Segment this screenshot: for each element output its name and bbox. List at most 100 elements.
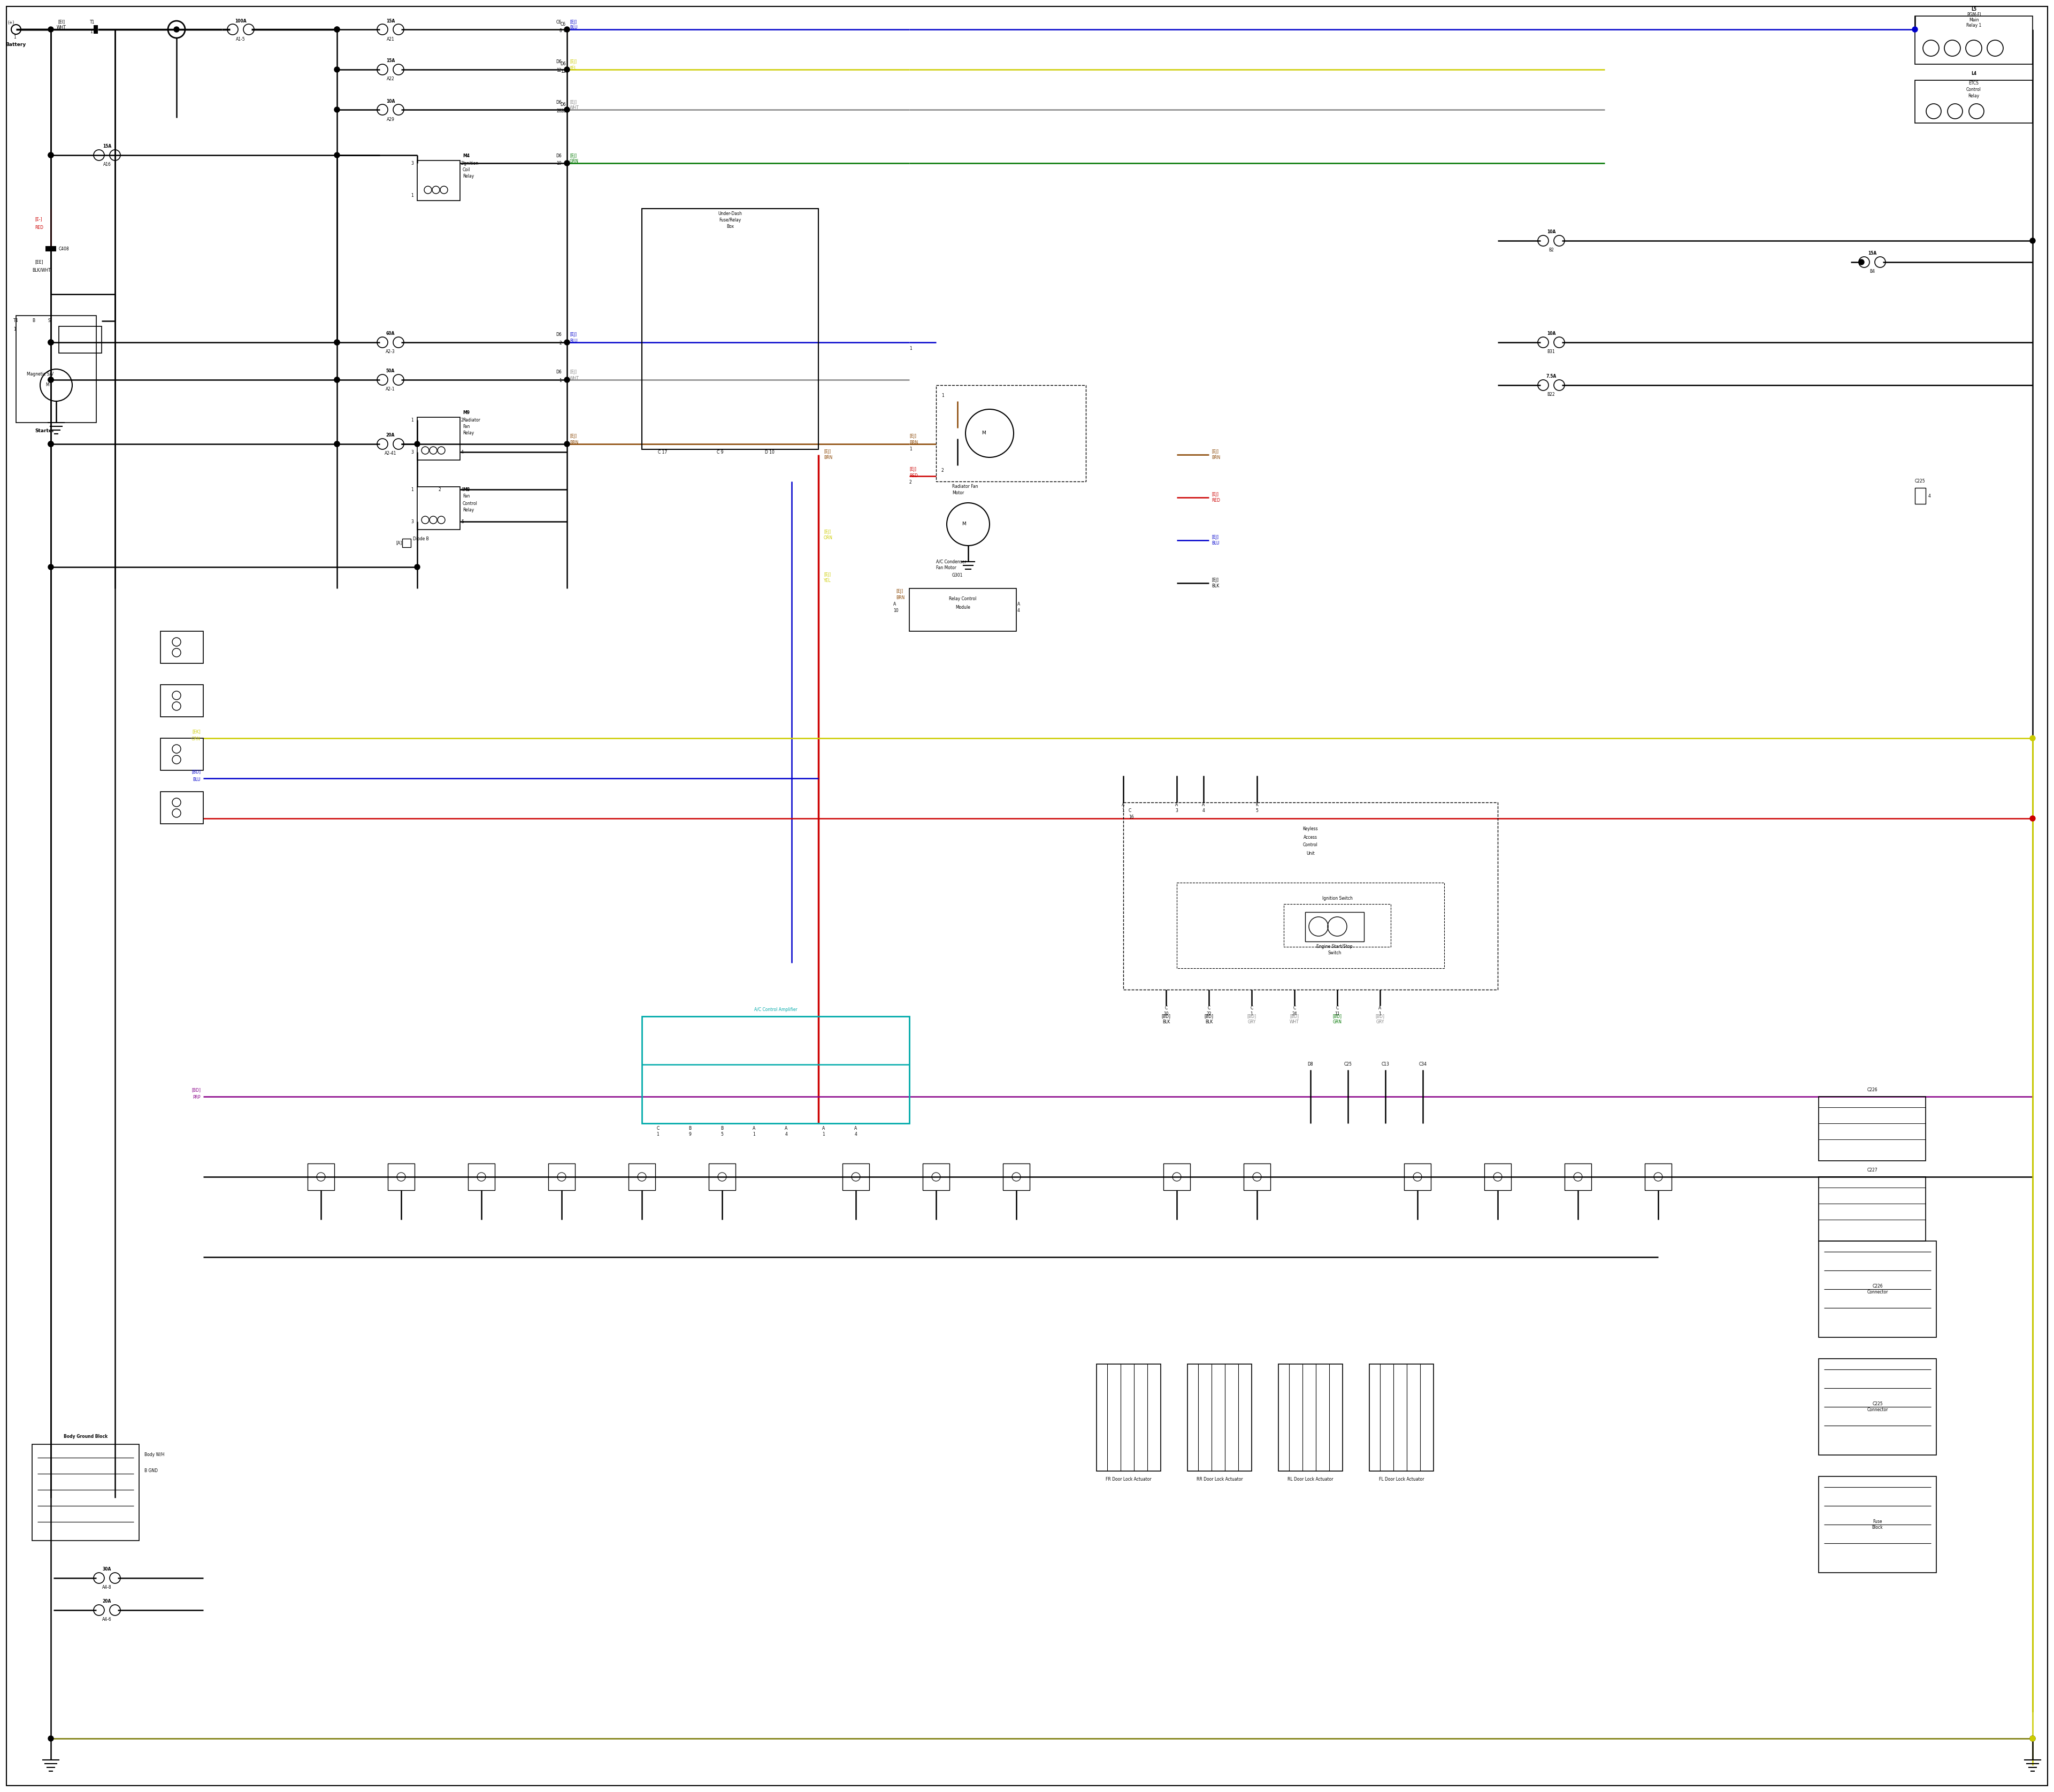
Text: D8: D8 xyxy=(1308,1063,1313,1066)
Circle shape xyxy=(335,27,339,32)
Text: T1: T1 xyxy=(90,20,94,25)
Circle shape xyxy=(47,340,53,346)
Text: Fan Motor: Fan Motor xyxy=(937,566,957,570)
Circle shape xyxy=(565,108,569,113)
Text: 3: 3 xyxy=(411,161,413,165)
Text: [BD]
GRY: [BD] GRY xyxy=(1247,1014,1257,1025)
Text: 60A: 60A xyxy=(386,332,394,337)
Bar xyxy=(94,25,99,34)
Text: A22: A22 xyxy=(386,77,394,82)
Text: [EJ]: [EJ] xyxy=(569,100,577,104)
Circle shape xyxy=(47,27,53,32)
Text: 4: 4 xyxy=(460,450,464,455)
Circle shape xyxy=(2029,1736,2036,1742)
Text: 15A: 15A xyxy=(386,59,394,63)
Text: FR Door Lock Actuator: FR Door Lock Actuator xyxy=(1105,1477,1152,1482)
Text: [EJ]: [EJ] xyxy=(896,590,904,593)
Circle shape xyxy=(1859,260,1865,265)
Bar xyxy=(417,487,460,530)
Text: Radiator Fan: Radiator Fan xyxy=(953,484,978,489)
Bar xyxy=(910,588,1017,631)
Text: [BD]
BLK: [BD] BLK xyxy=(1161,1014,1171,1025)
Text: Module: Module xyxy=(955,604,969,609)
Text: [EI]: [EI] xyxy=(58,20,66,25)
Text: [EE]: [EE] xyxy=(35,260,43,265)
Text: 2: 2 xyxy=(460,418,464,423)
Bar xyxy=(403,539,411,547)
Text: D6: D6 xyxy=(561,61,567,66)
Text: 10A: 10A xyxy=(1547,229,1555,235)
Text: [E-]: [E-] xyxy=(35,217,41,222)
Text: C13: C13 xyxy=(1382,1063,1389,1066)
Text: Switch: Switch xyxy=(1327,952,1341,955)
Text: YEL: YEL xyxy=(569,66,577,70)
Bar xyxy=(629,1163,655,1190)
Text: (+): (+) xyxy=(8,20,14,25)
Text: A
4: A 4 xyxy=(1202,803,1206,814)
Text: M9: M9 xyxy=(462,410,470,416)
Bar xyxy=(922,1163,949,1190)
Text: C
1: C 1 xyxy=(1251,1005,1253,1016)
Text: A
1: A 1 xyxy=(754,1125,756,1136)
Bar xyxy=(1818,1477,1937,1573)
Text: Relay: Relay xyxy=(462,174,474,179)
Bar xyxy=(937,385,1087,482)
Circle shape xyxy=(335,441,339,446)
Text: [BD]: [BD] xyxy=(191,1088,201,1093)
Circle shape xyxy=(335,376,339,382)
Text: C
22: C 22 xyxy=(1206,1005,1212,1016)
Text: Relay: Relay xyxy=(462,507,474,513)
Text: [A]: [A] xyxy=(396,541,403,545)
Text: C227: C227 xyxy=(1867,1168,1877,1172)
Circle shape xyxy=(47,340,53,346)
Bar xyxy=(388,1163,415,1190)
Bar xyxy=(417,161,460,201)
Text: 10: 10 xyxy=(893,609,898,613)
Text: Body W/H: Body W/H xyxy=(144,1453,164,1457)
Bar xyxy=(1818,1097,1927,1161)
Circle shape xyxy=(565,161,569,167)
Text: 3: 3 xyxy=(411,520,413,523)
Bar xyxy=(641,208,817,450)
Bar xyxy=(641,1016,910,1124)
Text: [EJ]: [EJ] xyxy=(569,20,577,25)
Text: RED: RED xyxy=(35,226,43,229)
Bar xyxy=(1485,1163,1512,1190)
Text: C408: C408 xyxy=(60,246,70,251)
Bar xyxy=(709,1163,735,1190)
Text: 1: 1 xyxy=(14,36,16,39)
Bar xyxy=(1284,903,1391,946)
Text: BLU: BLU xyxy=(193,778,201,781)
Circle shape xyxy=(335,66,339,72)
Bar xyxy=(1645,1163,1672,1190)
Text: BLU: BLU xyxy=(569,25,577,30)
Text: Main: Main xyxy=(1970,18,1978,22)
Text: A1-5: A1-5 xyxy=(236,36,244,41)
Text: C
1: C 1 xyxy=(657,1125,659,1136)
Bar xyxy=(1818,1177,1927,1242)
Text: A: A xyxy=(1017,602,1021,607)
Circle shape xyxy=(47,441,53,446)
Text: B2: B2 xyxy=(1549,247,1553,253)
Text: 1: 1 xyxy=(411,487,413,491)
Text: [BD]
WHT: [BD] WHT xyxy=(1290,1014,1300,1025)
Text: D6: D6 xyxy=(557,100,561,104)
Text: K
5: K 5 xyxy=(1255,803,1259,814)
Text: FL Door Lock Actuator: FL Door Lock Actuator xyxy=(1378,1477,1423,1482)
Bar xyxy=(1278,1364,1343,1471)
Circle shape xyxy=(335,441,339,446)
Text: Engine Start/Stop: Engine Start/Stop xyxy=(1317,944,1354,950)
Text: C
10: C 10 xyxy=(1163,1005,1169,1016)
Text: ETCS: ETCS xyxy=(1968,81,1978,86)
Text: 1: 1 xyxy=(90,30,92,34)
Text: [EJ]: [EJ] xyxy=(569,154,577,158)
Text: 50A: 50A xyxy=(386,369,394,375)
Text: 8: 8 xyxy=(563,29,567,34)
Text: 28: 28 xyxy=(561,109,567,113)
Text: Control: Control xyxy=(1966,88,1982,91)
Text: Access: Access xyxy=(1304,835,1317,840)
Bar xyxy=(160,792,203,824)
Text: Body Ground Block: Body Ground Block xyxy=(64,1434,107,1439)
Text: BRN: BRN xyxy=(896,595,904,600)
Text: [EK]: [EK] xyxy=(193,729,201,735)
